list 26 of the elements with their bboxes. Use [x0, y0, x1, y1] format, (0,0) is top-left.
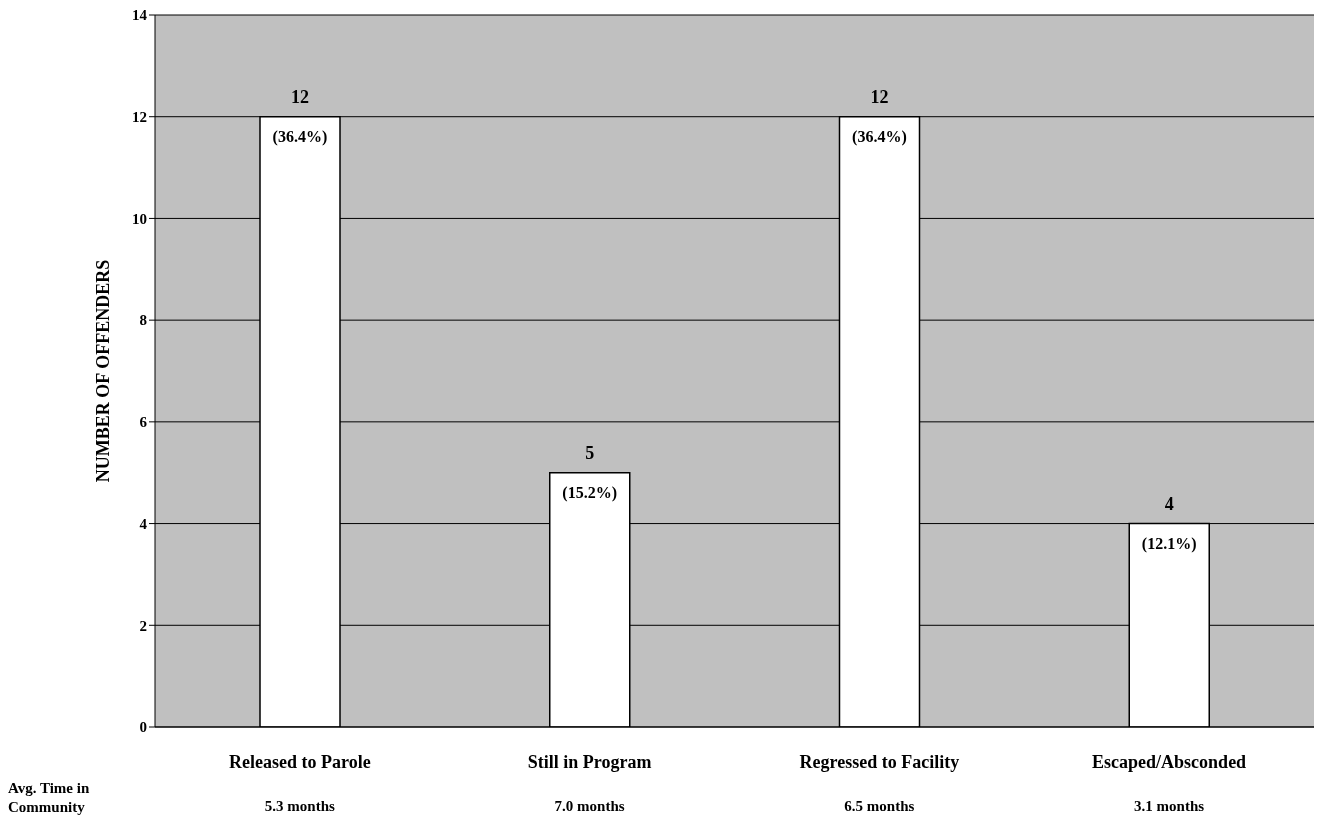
data-label: 12 — [291, 86, 309, 107]
x-tick-label: Still in Program — [527, 751, 652, 772]
y-tick-label: 10 — [132, 210, 147, 227]
y-tick-label: 4 — [139, 515, 148, 532]
text: 6.5 months — [843, 798, 916, 815]
y-tick-label: 0 — [139, 719, 147, 736]
text: 7.0 months — [553, 798, 626, 815]
x-tick-label: Released to Parole — [229, 751, 371, 772]
annotation: (36.4%) — [272, 128, 328, 147]
y-tick-label: 8 — [139, 312, 147, 329]
y-tick-label: 6 — [139, 414, 148, 431]
x-tick-label: Regressed to Facility — [799, 751, 960, 772]
y-tick-label: 14 — [132, 7, 148, 24]
data-label: 5 — [585, 442, 595, 463]
text: 3.1 months — [1133, 798, 1206, 815]
data-label: 4 — [1164, 493, 1174, 514]
x-tick-label: Escaped/Absconded — [1092, 751, 1247, 772]
data-label: 12 — [870, 86, 889, 107]
annotation: (12.1%) — [1141, 534, 1197, 553]
annotation: (36.4%) — [852, 128, 907, 147]
y-tick-label: 12 — [132, 109, 147, 126]
y-tick-label: 2 — [139, 617, 147, 634]
annotation: (15.2%) — [562, 484, 617, 503]
y-axis-title: NUMBER OF OFFENDERS — [93, 259, 114, 483]
text: Avg. Time in Community — [8, 779, 91, 817]
text: 5.3 months — [263, 798, 336, 815]
